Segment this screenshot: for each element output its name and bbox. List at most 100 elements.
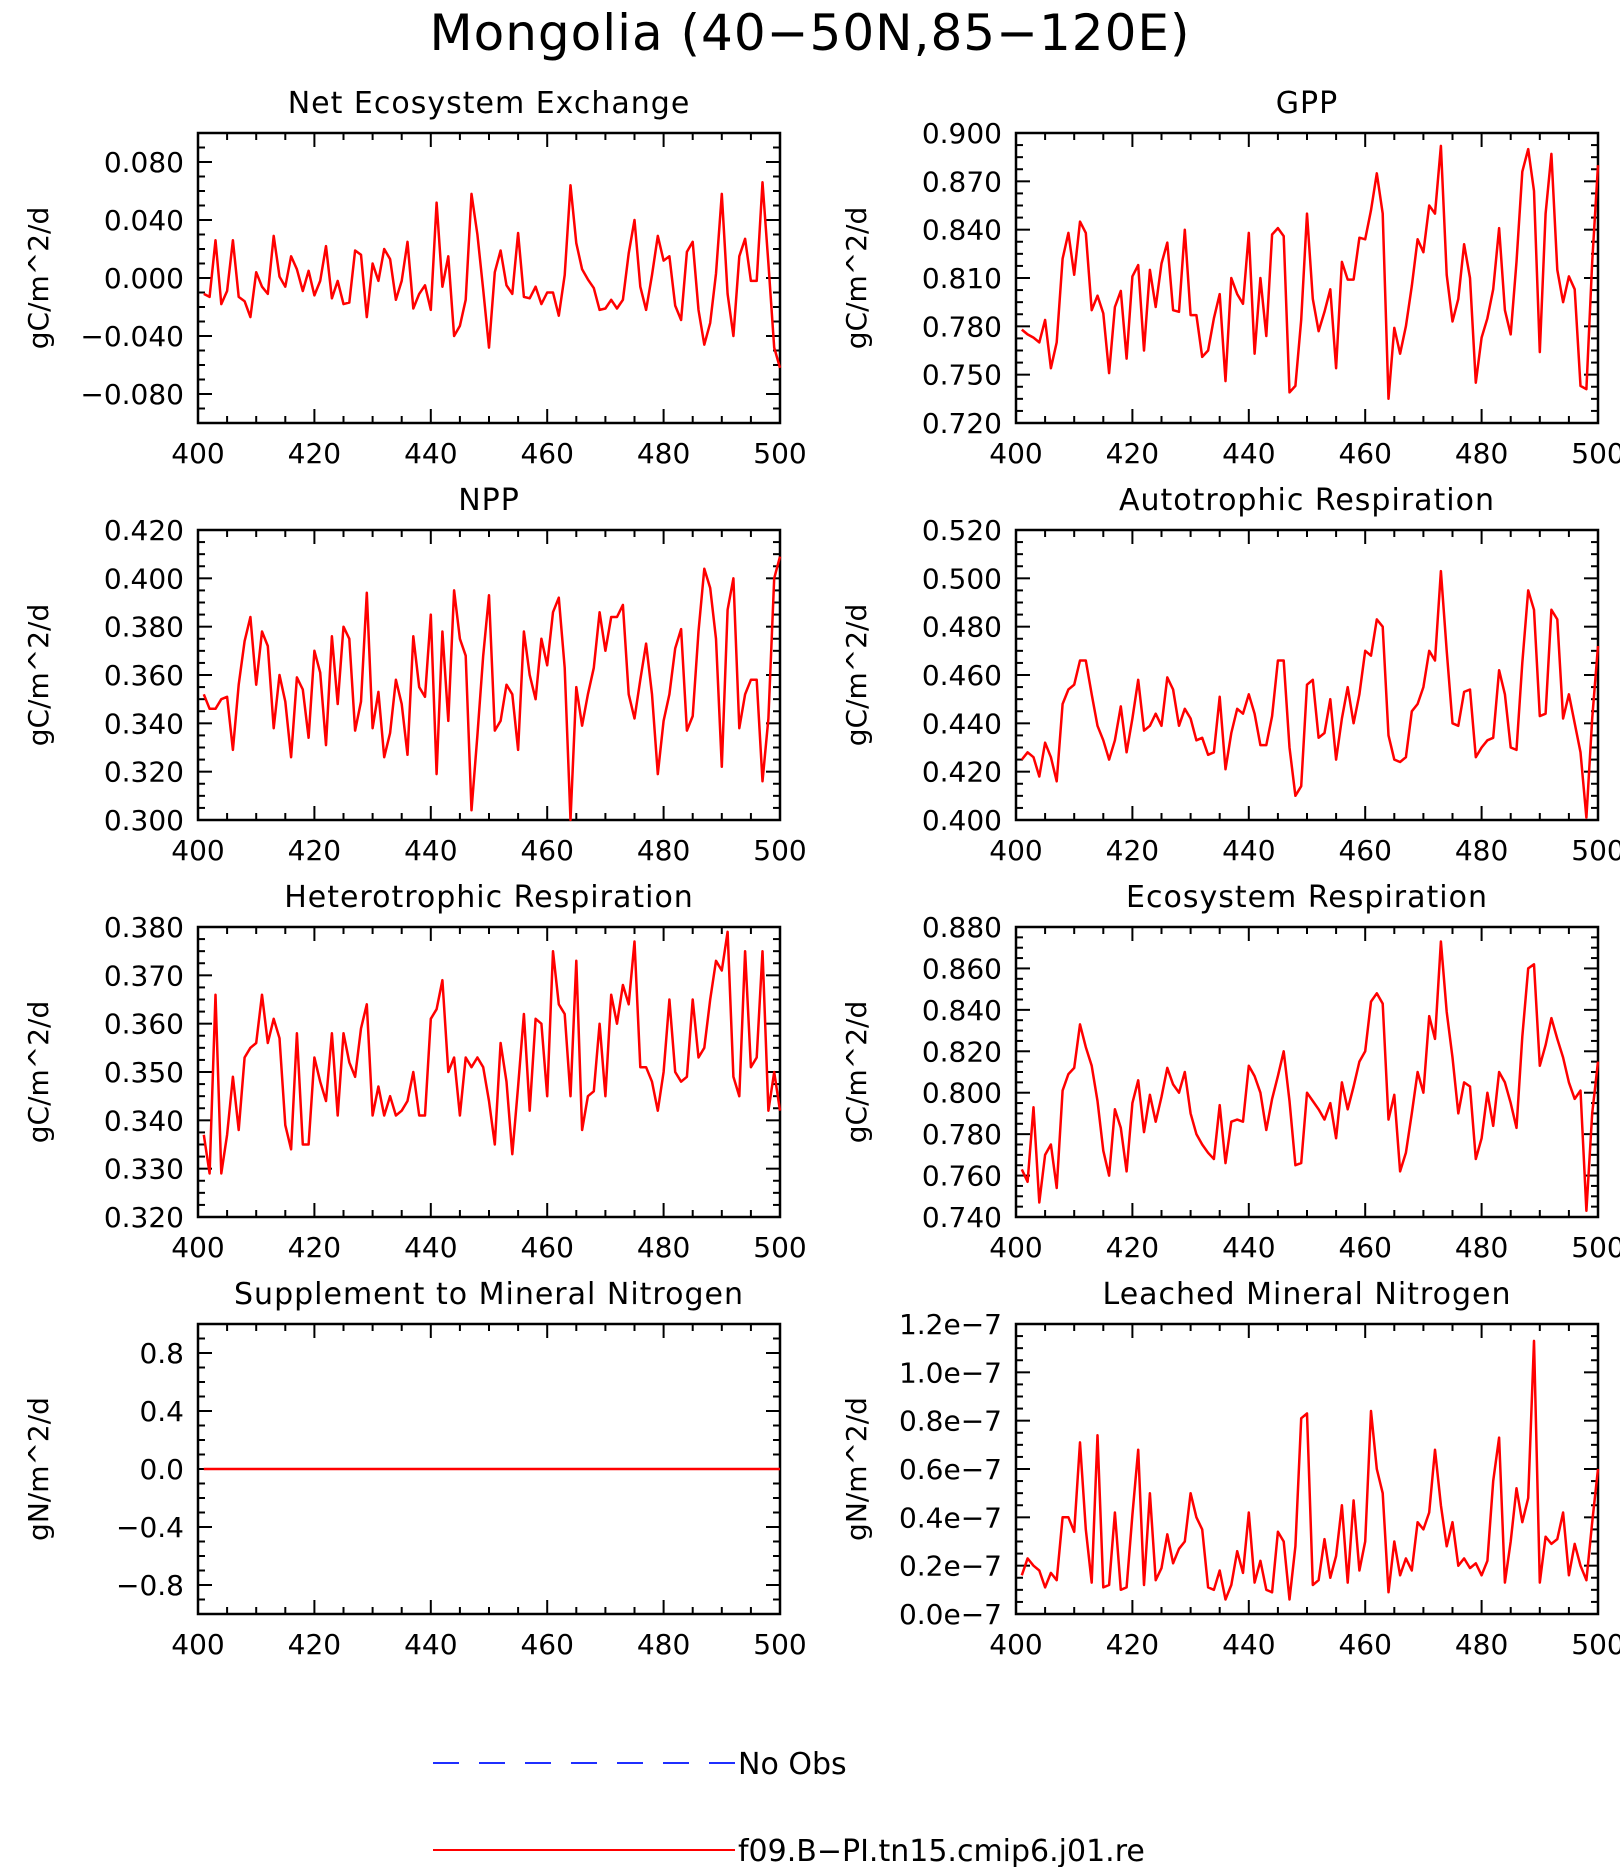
x-tick-label: 400	[989, 834, 1042, 867]
y-axis-label: gC/m^2/d	[840, 604, 873, 747]
y-tick-label: 0.340	[104, 1104, 184, 1137]
x-tick-label: 500	[1571, 437, 1620, 470]
plot-frame	[196, 528, 782, 822]
plot-frame	[1014, 131, 1600, 425]
y-tick-label: 0.860	[922, 952, 1002, 985]
y-tick-label: 0.4	[139, 1395, 184, 1428]
y-tick-label: 0.780	[922, 310, 1002, 343]
x-tick-label: 440	[404, 1628, 457, 1661]
x-tick-label: 460	[1338, 437, 1391, 470]
x-tick-label: 460	[1338, 1231, 1391, 1264]
panel-leached-mineral-nitrogen: Leached Mineral Nitrogen gN/m^2/d 400 420 44…	[840, 1277, 1620, 1661]
x-tick-label: 500	[753, 834, 806, 867]
x-tick-label: 440	[404, 834, 457, 867]
y-tick-label: −0.4	[116, 1511, 184, 1544]
series-line	[1020, 569, 1600, 819]
y-axis-label: gC/m^2/d	[840, 1001, 873, 1144]
panel-npp: NPP gC/m^2/d 400 420 440 460 480 500 0.300 0.320 0…	[22, 483, 807, 867]
y-tick-label: 0.350	[104, 1056, 184, 1089]
x-tick-label: 400	[171, 834, 224, 867]
panel-title: Net Ecosystem Exchange	[288, 86, 691, 121]
panel-autotrophic-respiration: Autotrophic Respiration gC/m^2/d 400 420 440…	[840, 483, 1620, 867]
y-tick-label: 0.810	[922, 262, 1002, 295]
x-tick-label: 480	[1455, 437, 1508, 470]
series-line	[1021, 144, 1600, 401]
x-tick-label: 420	[288, 1628, 341, 1661]
x-tick-label: 460	[1338, 834, 1391, 867]
panel-supplement-to-mineral-nitrogen: Supplement to Mineral Nitrogen gN/m^2/d 40…	[22, 1277, 807, 1661]
x-tick-label: 460	[520, 437, 573, 470]
x-tick-label: 440	[1222, 1628, 1275, 1661]
panel-title: Leached Mineral Nitrogen	[1103, 1277, 1512, 1312]
y-tick-label: 0.360	[104, 659, 184, 692]
x-tick-label: 480	[1455, 1231, 1508, 1264]
y-tick-label: 0.000	[104, 262, 184, 295]
series-line	[203, 181, 782, 369]
y-axis-label: gC/m^2/d	[22, 604, 55, 747]
y-tick-label: −0.8	[116, 1569, 184, 1602]
y-tick-label: 0.460	[922, 659, 1002, 692]
x-tick-label: 420	[1106, 437, 1159, 470]
panel-title: NPP	[458, 483, 520, 518]
y-tick-label: 0.360	[104, 1008, 184, 1041]
y-tick-label: 0.900	[922, 117, 1002, 150]
y-tick-label: 0.400	[104, 562, 184, 595]
y-tick-label: 0.080	[104, 146, 184, 179]
x-tick-label: 400	[989, 1231, 1042, 1264]
x-tick-label: 480	[637, 1628, 690, 1661]
y-tick-label: 1.2e−7	[899, 1308, 1002, 1341]
x-tick-label: 420	[288, 437, 341, 470]
y-tick-label: 0.440	[922, 707, 1002, 740]
x-tick-label: 480	[637, 1231, 690, 1264]
x-tick-label: 440	[1222, 834, 1275, 867]
y-tick-label: 0.6e−7	[899, 1453, 1002, 1486]
x-tick-label: 400	[171, 1231, 224, 1264]
y-tick-label: 0.4e−7	[899, 1501, 1002, 1534]
y-tick-label: 0.380	[104, 611, 184, 644]
x-tick-label: 460	[1338, 1628, 1391, 1661]
plot-frame	[1014, 925, 1600, 1219]
y-tick-label: 0.0e−7	[899, 1598, 1002, 1631]
y-axis-label: gC/m^2/d	[22, 207, 55, 350]
y-tick-label: 0.520	[922, 514, 1002, 547]
panel-title: Supplement to Mineral Nitrogen	[234, 1277, 744, 1312]
y-tick-label: 0.8	[139, 1337, 184, 1370]
y-tick-label: 0.820	[922, 1035, 1002, 1068]
y-tick-label: 0.320	[104, 1201, 184, 1234]
y-tick-label: 0.840	[922, 994, 1002, 1027]
series-line	[202, 930, 782, 1175]
plot-frame	[1014, 528, 1600, 822]
y-tick-label: 0.800	[922, 1077, 1002, 1110]
y-tick-label: 0.500	[922, 562, 1002, 595]
panel-heterotrophic-respiration: Heterotrophic Respiration gC/m^2/d 400 420 4…	[22, 880, 807, 1264]
x-tick-label: 420	[1106, 1628, 1159, 1661]
y-axis-label: gC/m^2/d	[22, 1001, 55, 1144]
x-tick-label: 460	[520, 834, 573, 867]
x-tick-label: 500	[1571, 834, 1620, 867]
x-tick-label: 480	[637, 437, 690, 470]
page-title: Mongolia (40−50N,85−120E)	[429, 4, 1191, 62]
y-tick-label: 0.380	[104, 911, 184, 944]
y-tick-label: 0.330	[104, 1153, 184, 1186]
panel-ecosystem-respiration: Ecosystem Respiration gC/m^2/d 400 420 440 46…	[840, 880, 1620, 1264]
panel-title: Heterotrophic Respiration	[284, 880, 694, 915]
y-tick-label: −0.040	[80, 320, 184, 353]
x-tick-label: 460	[520, 1231, 573, 1264]
y-tick-label: 0.2e−7	[899, 1550, 1002, 1583]
y-tick-label: 0.8e−7	[899, 1405, 1002, 1438]
panel-title: Ecosystem Respiration	[1126, 880, 1488, 915]
y-tick-label: 0.300	[104, 804, 184, 837]
x-tick-label: 500	[1571, 1628, 1620, 1661]
panel-net-ecosystem-exchange: Net Ecosystem Exchange gC/m^2/d 400 420 440 4…	[22, 86, 807, 470]
y-tick-label: 1.0e−7	[899, 1356, 1002, 1389]
x-tick-label: 400	[171, 1628, 224, 1661]
y-tick-label: 0.720	[922, 407, 1002, 440]
x-tick-label: 500	[753, 1628, 806, 1661]
y-tick-label: 0.840	[922, 214, 1002, 247]
y-tick-label: 0.880	[922, 911, 1002, 944]
x-tick-label: 460	[520, 1628, 573, 1661]
x-tick-label: 440	[404, 437, 457, 470]
series-line	[1020, 1339, 1600, 1601]
y-tick-label: 0.400	[922, 804, 1002, 837]
